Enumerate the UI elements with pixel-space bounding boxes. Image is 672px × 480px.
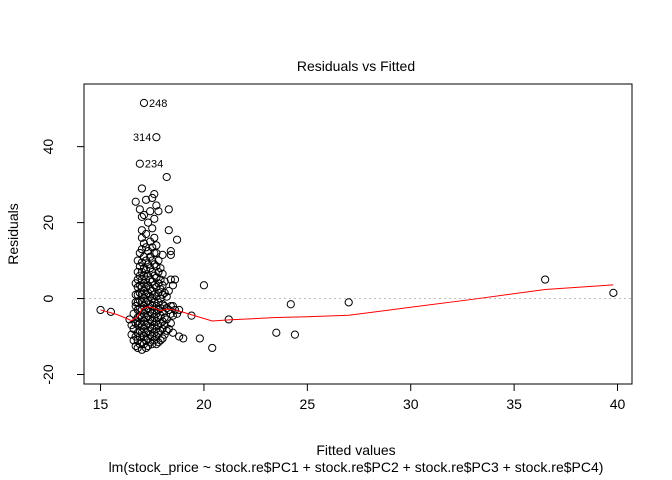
data-point <box>150 290 159 299</box>
data-point <box>166 319 175 328</box>
y-tick-label: 20 <box>40 215 56 231</box>
y-tick-label: -20 <box>40 364 56 384</box>
data-point <box>141 265 151 275</box>
data-point <box>166 250 175 259</box>
data-point <box>168 328 178 337</box>
data-point <box>148 224 157 233</box>
lowess-smoother-line <box>100 284 614 322</box>
x-axis-label: Fitted values <box>316 442 395 458</box>
data-point <box>541 275 550 284</box>
data-point <box>168 281 178 290</box>
data-point <box>131 298 140 307</box>
data-point <box>131 197 140 206</box>
x-tick-label: 15 <box>93 396 109 412</box>
data-point <box>150 190 159 199</box>
point-labels-layer: 248 314 234 <box>133 98 167 171</box>
data-point <box>150 248 159 258</box>
data-point <box>135 205 144 214</box>
data-point <box>208 343 217 353</box>
data-point <box>158 250 167 259</box>
point-label: 314 <box>133 132 151 144</box>
data-point <box>152 262 161 271</box>
data-point <box>156 336 165 345</box>
data-point <box>131 341 140 351</box>
x-tick-label: 25 <box>300 396 316 412</box>
data-point <box>152 273 161 282</box>
point-label: 234 <box>145 159 163 171</box>
data-point <box>175 332 184 341</box>
data-point <box>135 281 144 290</box>
data-point <box>158 290 167 299</box>
x-axis: 15 20 25 30 35 40 <box>93 383 626 412</box>
y-tick-label: 0 <box>40 294 56 302</box>
data-point <box>141 229 151 239</box>
data-point <box>137 338 147 347</box>
data-point <box>168 311 178 320</box>
data-point <box>172 235 182 244</box>
data-point <box>154 256 163 265</box>
data-point <box>137 258 147 267</box>
data-point <box>144 218 153 227</box>
data-point <box>150 214 159 223</box>
data-point <box>152 241 161 250</box>
y-axis: -20 0 20 40 <box>40 139 85 385</box>
data-point <box>152 201 161 210</box>
data-point <box>137 245 147 254</box>
data-point <box>154 207 163 216</box>
data-point <box>96 305 105 315</box>
x-tick-label: 20 <box>196 396 212 412</box>
data-point <box>344 298 353 307</box>
data-point <box>139 210 149 220</box>
data-point <box>179 334 188 343</box>
x-tick-label: 40 <box>610 396 626 412</box>
data-point <box>195 334 204 343</box>
y-tick-label: 40 <box>40 139 56 155</box>
data-point <box>137 184 147 193</box>
data-point <box>290 330 300 339</box>
data-point <box>158 269 167 278</box>
data-point <box>127 330 136 339</box>
data-point <box>150 281 159 290</box>
data-point <box>135 159 144 168</box>
data-point <box>162 292 171 301</box>
data-point <box>131 319 140 328</box>
x-tick-label: 30 <box>403 396 419 412</box>
data-point <box>146 207 155 216</box>
data-point <box>162 303 171 313</box>
data-point <box>150 233 159 242</box>
data-point <box>141 195 151 204</box>
data-point <box>272 328 281 337</box>
data-point <box>166 246 175 256</box>
data-point <box>170 275 180 284</box>
x-tick-label: 35 <box>506 396 522 412</box>
data-point <box>133 256 142 265</box>
data-point <box>164 286 173 296</box>
chart-title: Residuals vs Fitted <box>297 58 415 74</box>
point-label: 248 <box>149 98 167 110</box>
data-point <box>164 226 173 235</box>
data-point <box>166 275 175 284</box>
points-layer <box>96 98 618 354</box>
data-point <box>160 313 169 322</box>
data-point <box>148 243 157 252</box>
data-point <box>162 326 171 335</box>
data-point <box>162 172 171 182</box>
data-point <box>156 275 165 284</box>
data-point <box>199 281 209 290</box>
data-point <box>160 277 169 286</box>
data-point <box>139 98 149 108</box>
data-point <box>156 264 165 273</box>
data-point <box>164 205 173 214</box>
data-point <box>286 300 295 309</box>
data-point <box>137 212 147 222</box>
data-point <box>609 288 618 297</box>
model-formula-subtitle: lm(stock_price ~ stock.re$PC1 + stock.re… <box>109 459 604 475</box>
y-axis-label: Residuals <box>5 203 21 264</box>
data-point <box>152 133 161 142</box>
data-point <box>137 226 147 235</box>
